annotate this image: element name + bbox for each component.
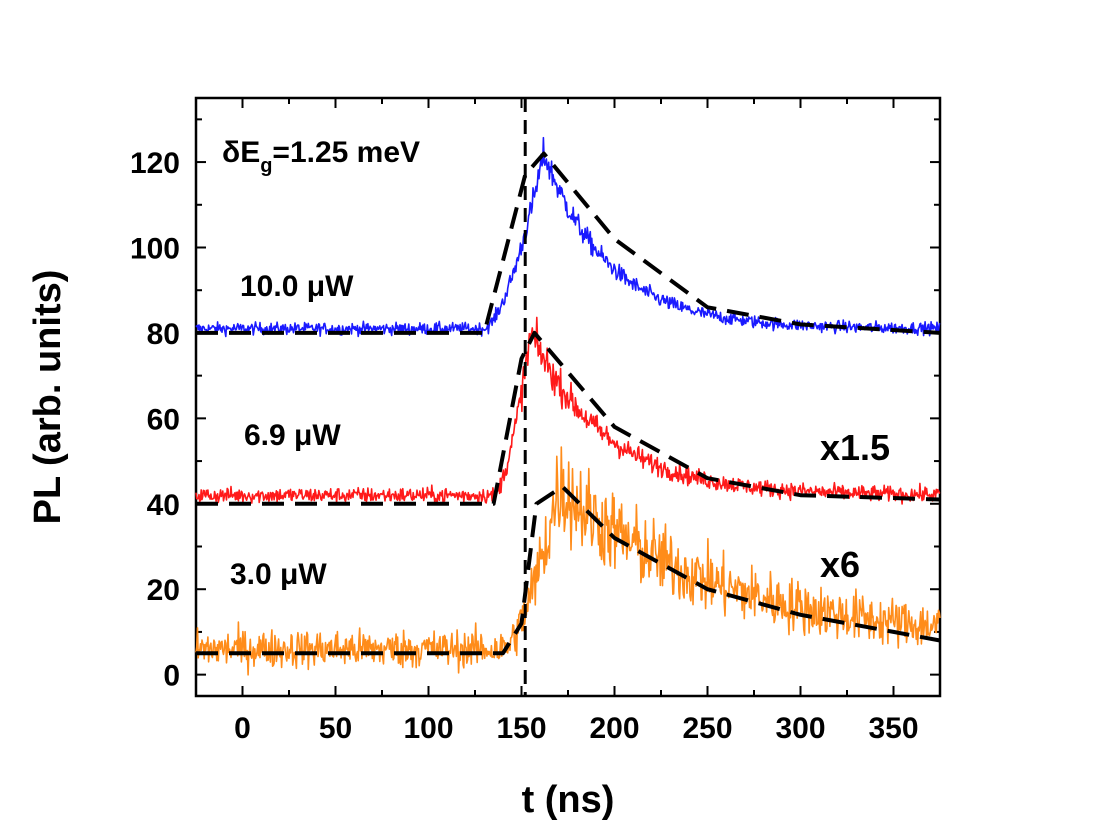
fit-curve-mid [196,330,941,506]
x-tick-label: 250 [682,712,732,745]
power-label-low: 3.0 μW [230,558,327,591]
data-trace-low [195,446,941,676]
y-axis-label: PL (arb. units) [27,270,69,525]
fit-curve-top [196,151,941,335]
y-tick-label: 80 [147,318,180,351]
y-tick-label: 100 [130,233,180,266]
gap-suffix: =1.25 meV [272,136,420,169]
gap-prefix: δE [222,136,260,169]
y-tick-label: 40 [147,489,180,522]
x-tick-label: 100 [403,712,453,745]
scale-label-low: x6 [820,544,860,585]
y-tick-label: 60 [147,403,180,436]
y-tick-label: 0 [163,660,180,693]
ticks: 0 50 100 150 200 250 300 350 0 20 40 60 80 100 120 [130,98,941,745]
x-tick-label: 200 [589,712,639,745]
x-tick-label: 300 [775,712,825,745]
scale-label-mid: x1.5 [820,427,890,468]
y-tick-label: 20 [147,574,180,607]
y-tick-label: 120 [130,147,180,180]
x-tick-label: 350 [868,712,918,745]
series-layer [195,136,941,676]
power-label-top: 10.0 μW [240,270,354,303]
x-axis-label: t (ns) [522,779,615,821]
power-label-mid: 6.9 μW [244,419,341,452]
x-tick-label: 0 [234,712,251,745]
gap-annotation: δEg=1.25 meV [222,136,420,177]
x-tick-label: 150 [496,712,546,745]
gap-subscript: g [260,155,272,177]
x-tick-label: 50 [319,712,352,745]
data-trace-top [195,136,941,338]
data-trace-mid [195,316,941,505]
fit-curve-low [196,484,941,656]
